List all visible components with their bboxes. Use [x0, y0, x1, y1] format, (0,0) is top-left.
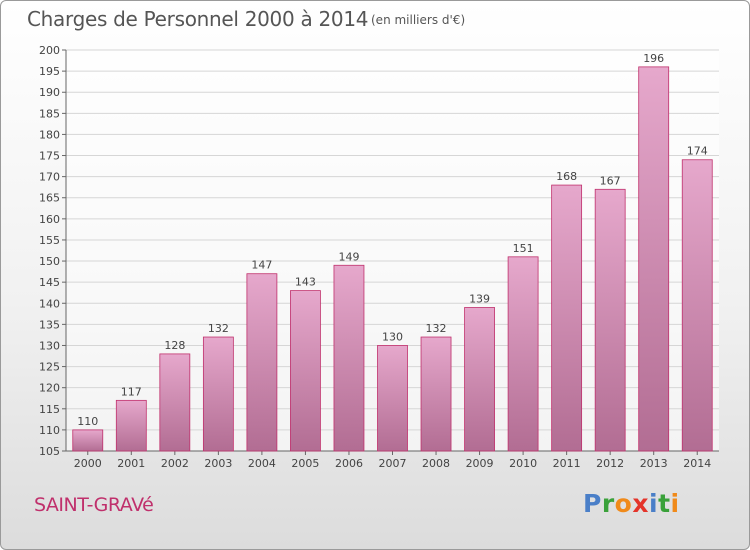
x-tick-label-2004: 2004: [248, 457, 276, 470]
logo-letter: P: [583, 489, 602, 518]
y-tick-labels: 105 110 115 120 125 130 135 140 145 150 155 160 165 1…: [39, 44, 60, 458]
x-tick-label-2007: 2007: [379, 457, 407, 470]
data-label-2005: 143: [295, 276, 316, 289]
data-label-2004: 147: [251, 259, 272, 272]
y-tick-label: 160: [39, 213, 60, 226]
bar-2000: [72, 429, 104, 452]
y-tick-label: 150: [39, 255, 60, 268]
logo-letter: x: [632, 489, 649, 518]
y-tick-label: 185: [39, 107, 60, 120]
data-label-2009: 139: [469, 292, 490, 305]
y-tick-label: 140: [39, 297, 60, 310]
y-tick-label: 145: [39, 276, 60, 289]
data-label-2012: 167: [600, 174, 621, 187]
x-tick-label-2014: 2014: [683, 457, 711, 470]
data-label-2003: 132: [208, 322, 229, 335]
x-tick-label-2008: 2008: [422, 457, 450, 470]
y-tick-label: 115: [39, 403, 60, 416]
data-label-2006: 149: [338, 250, 359, 263]
x-tick-label-2011: 2011: [553, 457, 581, 470]
x-tick-label-2003: 2003: [204, 457, 232, 470]
logo-letter: i: [670, 489, 680, 518]
x-tick-label-2012: 2012: [596, 457, 624, 470]
x-tick-label-2013: 2013: [640, 457, 668, 470]
bar-2013: [638, 66, 670, 452]
x-tick-label-2000: 2000: [74, 457, 102, 470]
data-label-2007: 130: [382, 330, 403, 343]
bar-2005: [290, 290, 321, 452]
data-label-2000: 110: [77, 415, 98, 428]
bar-2002: [159, 353, 191, 452]
proxiti-logo[interactable]: Proxiti: [583, 489, 680, 518]
bar-2003: [202, 336, 234, 452]
logo-letter: i: [649, 489, 659, 518]
y-tick-label: 175: [39, 150, 60, 163]
bar-2006: [333, 264, 365, 452]
data-label-2010: 151: [513, 242, 534, 255]
bar-2009: [464, 307, 495, 452]
bar-2014: [681, 159, 713, 452]
bar-2008: [420, 336, 452, 452]
bar-2012: [594, 188, 626, 452]
x-tick-label-2001: 2001: [117, 457, 145, 470]
x-tick-label-2010: 2010: [509, 457, 537, 470]
y-tick-label: 170: [39, 171, 60, 184]
x-tick-label-2006: 2006: [335, 457, 363, 470]
y-tick-label: 135: [39, 318, 60, 331]
y-tick-label: 195: [39, 65, 60, 78]
y-tick-label: 180: [39, 128, 60, 141]
x-tick-labels: 2000 2001 2002 2003 2004 2005 2006 2007 2008 2009…: [74, 457, 711, 470]
bar-2001: [115, 399, 147, 452]
y-tick-label: 190: [39, 86, 60, 99]
x-tick-label-2009: 2009: [466, 457, 494, 470]
x-tick-label-2002: 2002: [161, 457, 189, 470]
data-label-2013: 196: [643, 52, 664, 65]
y-tick-label: 200: [39, 44, 60, 57]
y-tick-label: 155: [39, 234, 60, 247]
data-label-2001: 117: [121, 385, 142, 398]
bar-2004: [246, 273, 278, 452]
chart-title: Charges de Personnel 2000 à 2014: [27, 7, 369, 31]
y-tick-label: 105: [39, 445, 60, 458]
data-label-2008: 132: [426, 322, 447, 335]
y-tick-label: 120: [39, 382, 60, 395]
y-tick-label: 125: [39, 361, 60, 374]
y-tick-label: 130: [39, 339, 60, 352]
logo-letter: r: [601, 489, 615, 518]
y-tick-label: 110: [39, 424, 60, 437]
y-tick-label: 165: [39, 192, 60, 205]
data-labels: 110 117 128 132 147 143 149 130 132 139 151 168 167 1…: [77, 52, 707, 428]
data-label-2002: 128: [164, 339, 185, 352]
bar-2011: [551, 184, 583, 452]
x-tick-label-2005: 2005: [291, 457, 319, 470]
data-label-2014: 174: [687, 145, 708, 158]
bar-2010: [507, 256, 539, 452]
logo-letter: t: [658, 489, 671, 518]
commune-name: SAINT-GRAVé: [34, 494, 154, 516]
data-label-2011: 168: [556, 170, 577, 183]
logo-letter: o: [614, 489, 633, 518]
bars: [72, 66, 713, 452]
bar-2007: [377, 345, 408, 452]
chart-subtitle: (en milliers d'€): [371, 13, 466, 27]
